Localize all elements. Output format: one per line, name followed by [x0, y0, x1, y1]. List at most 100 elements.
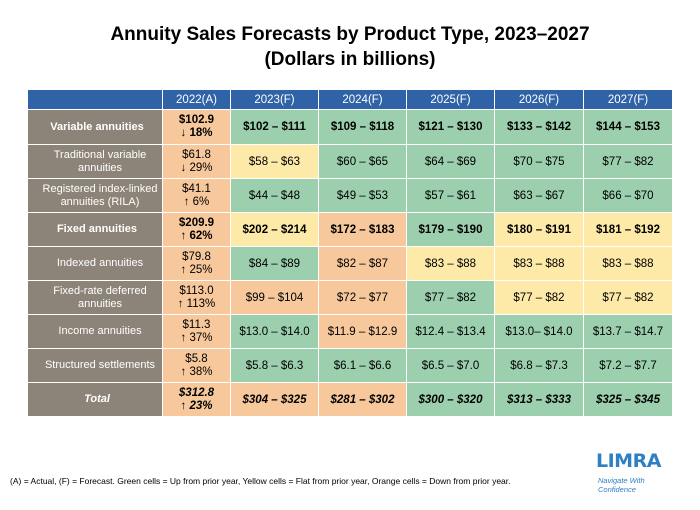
table-row: Structured settlements $5.8 ↑ 38% $5.8 – $6…: [27, 348, 673, 383]
forecast-cell: $102 – $111: [230, 109, 319, 145]
actual-value: $79.8: [182, 250, 211, 263]
header-2024: 2024(F): [318, 89, 407, 110]
forecast-cell: $84 – $89: [230, 246, 319, 281]
forecast-cell: $5.8 – $6.3: [230, 348, 319, 383]
logo-tagline-2: Confidence: [598, 485, 636, 494]
title-line-2: (Dollars in billions): [264, 49, 436, 70]
row-label: Fixed-rate deferred annuities: [27, 280, 163, 315]
forecast-cell: $6.1 – $6.6: [318, 348, 407, 383]
forecast-cell: $64 – $69: [406, 144, 495, 179]
actual-value: $209.9: [178, 216, 215, 229]
row-label: Structured settlements: [27, 348, 163, 383]
footnote: (A) = Actual, (F) = Forecast. Green cell…: [10, 476, 511, 486]
header-corner: [27, 89, 163, 110]
logo-name: LIMRA: [596, 450, 661, 472]
logo-tagline: Navigate With Confidence: [598, 476, 668, 494]
actual-cell: $41.1 ↑ 6%: [162, 178, 231, 213]
forecast-cell: $77 – $82: [583, 280, 673, 315]
forecast-cell: $109 – $118: [318, 109, 407, 145]
forecast-cell: $313 – $333: [494, 382, 584, 417]
forecast-cell: $121 – $130: [406, 109, 495, 145]
forecast-cell: $63 – $67: [494, 178, 584, 213]
forecast-cell: $179 – $190: [406, 212, 495, 247]
page-title: Annuity Sales Forecasts by Product Type,…: [0, 22, 700, 72]
forecast-cell: $44 – $48: [230, 178, 319, 213]
logo-tagline-1: Navigate With: [598, 476, 645, 485]
forecast-cell: $180 – $191: [494, 212, 584, 247]
actual-change: ↓ 29%: [180, 161, 213, 174]
actual-value: $5.8: [185, 352, 208, 365]
actual-change: ↑ 37%: [180, 331, 213, 344]
actual-cell: $102.9 ↓ 18%: [162, 109, 231, 145]
table-row: Fixed annuities $209.9 ↑ 62% $202 – $214 $17…: [27, 212, 673, 247]
table-row: Fixed-rate deferred annuities $113.0 ↑ 113…: [27, 280, 673, 315]
header-2026: 2026(F): [494, 89, 584, 110]
forecast-cell: $281 – $302: [318, 382, 407, 417]
header-2027: 2027(F): [583, 89, 673, 110]
actual-cell: $5.8 ↑ 38%: [162, 348, 231, 383]
forecast-cell: $99 – $104: [230, 280, 319, 315]
forecast-cell: $7.2 – $7.7: [583, 348, 673, 383]
header-2022: 2022(A): [162, 89, 231, 110]
row-label: Total: [27, 382, 163, 417]
actual-value: $312.8: [178, 386, 215, 399]
forecast-cell: $11.9 – $12.9: [318, 314, 407, 349]
table-row: Income annuities $11.3 ↑ 37% $13.0 – $14.0 $…: [27, 314, 673, 349]
forecast-cell: $325 – $345: [583, 382, 673, 417]
forecast-cell: $12.4 – $13.4: [406, 314, 495, 349]
forecast-table: 2022(A) 2023(F) 2024(F) 2025(F) 2026(F) …: [27, 89, 673, 417]
forecast-cell: $77 – $82: [583, 144, 673, 179]
forecast-cell: $83 – $88: [583, 246, 673, 281]
header-2025: 2025(F): [406, 89, 495, 110]
limra-logo: LIMRA Navigate With Confidence: [596, 450, 676, 495]
row-label: Income annuities: [27, 314, 163, 349]
header-row: 2022(A) 2023(F) 2024(F) 2025(F) 2026(F) …: [27, 89, 673, 110]
actual-cell: $79.8 ↑ 25%: [162, 246, 231, 281]
forecast-cell: $83 – $88: [406, 246, 495, 281]
forecast-cell: $172 – $183: [318, 212, 407, 247]
actual-value: $102.9: [178, 114, 215, 126]
table-row: Traditional variable annuities $61.8 ↓ 29%…: [27, 144, 673, 179]
row-label: Fixed annuities: [27, 212, 163, 247]
actual-change: ↓ 18%: [180, 127, 213, 139]
table-row: Indexed annuities $79.8 ↑ 25% $84 – $89 $82 …: [27, 246, 673, 281]
forecast-cell: $304 – $325: [230, 382, 319, 417]
actual-change: ↑ 25%: [180, 263, 213, 276]
forecast-cell: $6.8 – $7.3: [494, 348, 584, 383]
forecast-cell: $60 – $65: [318, 144, 407, 179]
forecast-cell: $13.0 – $14.0: [230, 314, 319, 349]
forecast-cell: $202 – $214: [230, 212, 319, 247]
forecast-cell: $70 – $75: [494, 144, 584, 179]
row-label: Registered index-linked annuities (RILA): [27, 178, 163, 213]
actual-cell: $113.0 ↑ 113%: [162, 280, 231, 315]
row-label: Variable annuities: [27, 109, 163, 145]
forecast-cell: $49 – $53: [318, 178, 407, 213]
forecast-cell: $82 – $87: [318, 246, 407, 281]
forecast-cell: $181 – $192: [583, 212, 673, 247]
forecast-cell: $77 – $82: [406, 280, 495, 315]
forecast-cell: $66 – $70: [583, 178, 673, 213]
forecast-cell: $13.7 – $14.7: [583, 314, 673, 349]
forecast-cell: $133 – $142: [494, 109, 584, 145]
actual-value: $41.1: [182, 182, 211, 195]
actual-value: $113.0: [179, 284, 214, 297]
row-label: Indexed annuities: [27, 246, 163, 281]
actual-cell: $312.8 ↑ 23%: [162, 382, 231, 417]
actual-change: ↑ 6%: [183, 195, 210, 208]
forecast-cell: $6.5 – $7.0: [406, 348, 495, 383]
forecast-cell: $13.0– $14.0: [494, 314, 584, 349]
actual-change: ↑ 38%: [180, 365, 213, 378]
table-row: Total $312.8 ↑ 23% $304 – $325 $281 – $302 $3…: [27, 382, 673, 417]
actual-cell: $209.9 ↑ 62%: [162, 212, 231, 247]
actual-value: $11.3: [182, 318, 211, 331]
actual-change: ↑ 23%: [180, 399, 213, 412]
forecast-cell: $77 – $82: [494, 280, 584, 315]
actual-cell: $11.3 ↑ 37%: [162, 314, 231, 349]
forecast-cell: $83 – $88: [494, 246, 584, 281]
actual-change: ↑ 62%: [180, 229, 213, 242]
table-row: Registered index-linked annuities (RILA)…: [27, 178, 673, 213]
title-line-1: Annuity Sales Forecasts by Product Type,…: [110, 24, 590, 45]
actual-cell: $61.8 ↓ 29%: [162, 144, 231, 179]
forecast-cell: $57 – $61: [406, 178, 495, 213]
header-2023: 2023(F): [230, 89, 319, 110]
